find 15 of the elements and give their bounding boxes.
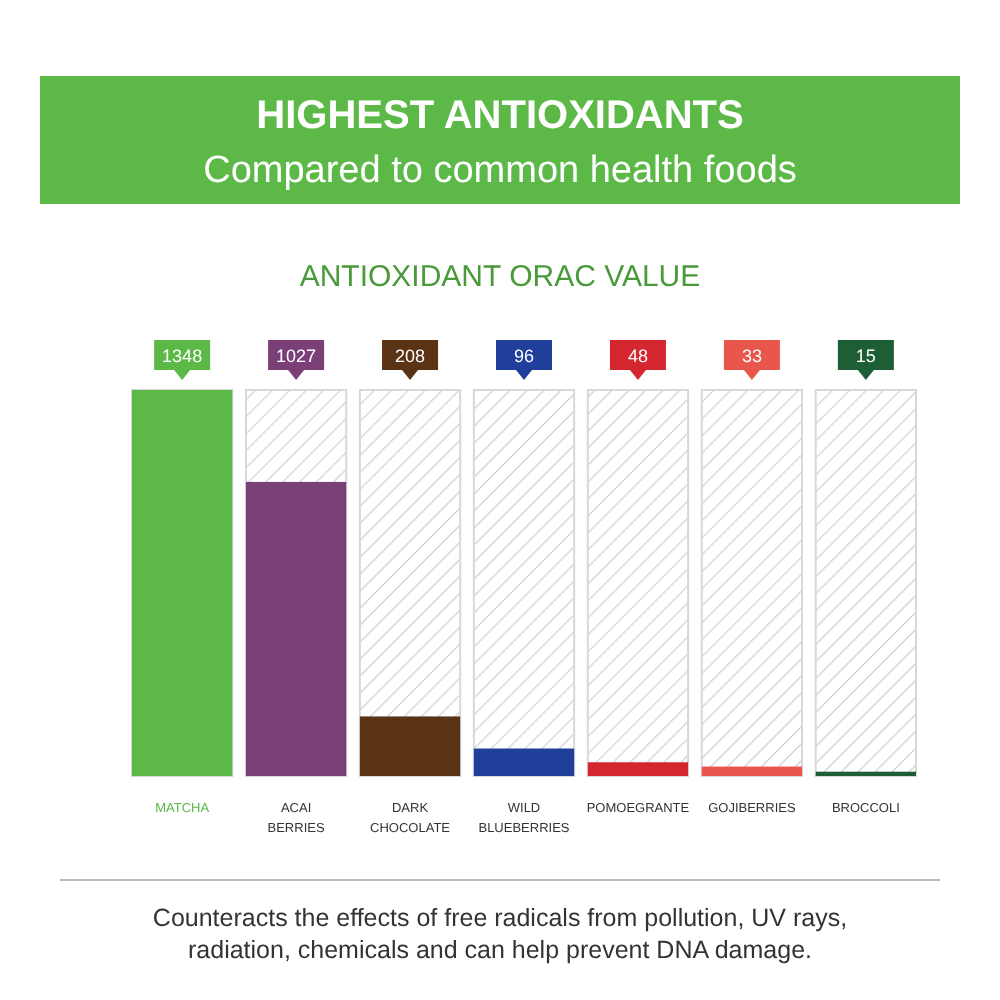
data-label: 1348 — [162, 346, 203, 366]
text: ANTIOXIDANT ORAC VALUE — [299, 260, 701, 294]
data-label: 208 — [395, 346, 426, 366]
data-label: 15 — [855, 346, 876, 366]
data-label: 96 — [513, 346, 535, 366]
data-label: 33 — [741, 346, 762, 366]
data-label: 1027 — [276, 346, 317, 366]
text: Counteracts the effects of free radicals from pollution, UV rays, radiation, chemicals and can help prevent DNA damage. — [152, 904, 848, 964]
bar — [473, 748, 575, 776]
data-label: 48 — [627, 346, 648, 366]
chart-subtitle: Compared to common health foods — [203, 150, 797, 192]
bar — [701, 766, 803, 776]
bar — [587, 762, 689, 776]
bar — [359, 716, 461, 776]
chart-title: HIGHEST ANTIOXIDANTS — [256, 94, 744, 138]
